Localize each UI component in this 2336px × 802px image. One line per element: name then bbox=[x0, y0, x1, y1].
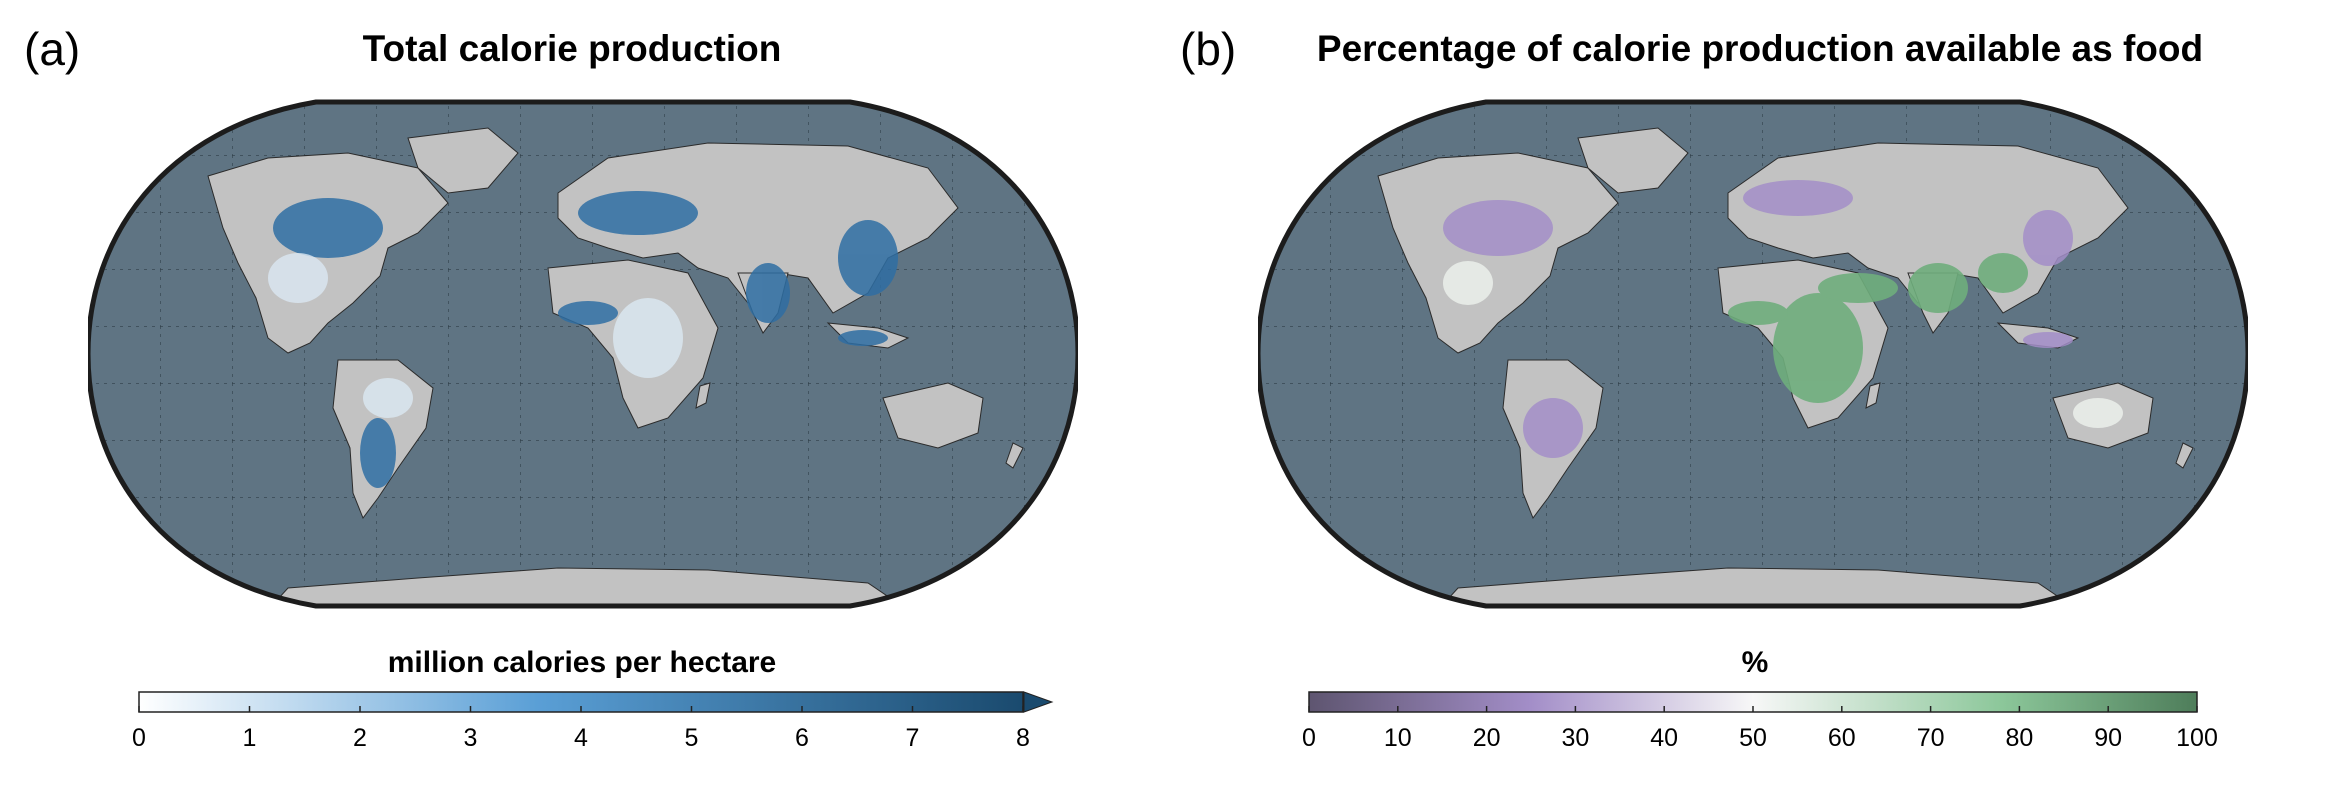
panel-a-letter: (a) bbox=[24, 23, 81, 75]
antarctica bbox=[1436, 567, 2080, 606]
panel-b-letter: (b) bbox=[1180, 23, 1237, 75]
colorbar-a-extend-arrow bbox=[1023, 691, 1054, 713]
colorbar-a-tick-label: 7 bbox=[905, 724, 920, 752]
colorbar-a-tick-label: 2 bbox=[353, 724, 367, 752]
colorbar-a-tick-label: 4 bbox=[574, 724, 588, 752]
low-food-share-regions bbox=[1443, 180, 2073, 458]
greenland bbox=[1577, 127, 1689, 194]
colorbar-b-tick-label: 30 bbox=[1561, 724, 1590, 752]
colorbar-b-tick-label: 10 bbox=[1383, 724, 1412, 752]
colorbar-b-tick-label: 40 bbox=[1650, 724, 1679, 752]
map-frame bbox=[88, 99, 1078, 609]
colorbar-a-tick-label: 3 bbox=[463, 724, 478, 752]
colorbar-a-tick-label: 6 bbox=[795, 724, 809, 752]
panel-a-title: Total calorie production bbox=[362, 28, 782, 69]
colorbar-b-label: % bbox=[1741, 646, 1769, 679]
colorbar-b-tick-label: 80 bbox=[2005, 724, 2034, 752]
colorbar-b-tick-label: 60 bbox=[1827, 724, 1856, 752]
new-zealand bbox=[2175, 442, 2194, 469]
food-percentage-map bbox=[1258, 99, 2248, 609]
colorbar-b-tick-label: 90 bbox=[2094, 724, 2123, 752]
colorbar-a-tick-label: 5 bbox=[684, 724, 699, 752]
madagascar bbox=[695, 382, 711, 409]
australia bbox=[882, 382, 984, 449]
colorbar-a bbox=[138, 691, 1054, 713]
colorbar-a-tick-label: 8 bbox=[1016, 724, 1030, 752]
colorbar-b-tick-label: 50 bbox=[1739, 724, 1767, 752]
greenland bbox=[407, 127, 519, 194]
colorbar-b-tick-label: 0 bbox=[1302, 724, 1316, 752]
colorbar-b bbox=[1308, 691, 2198, 713]
colorbar-b-tick-label: 20 bbox=[1472, 724, 1501, 752]
colorbar-a-label: million calories per hectare bbox=[387, 646, 777, 679]
colorbar-a-tick-label: 1 bbox=[242, 724, 257, 752]
map-frame bbox=[1258, 99, 2248, 609]
high-food-share-regions bbox=[1728, 253, 2028, 403]
colorbar-a-tick-label: 0 bbox=[132, 724, 146, 752]
calorie-hotspots bbox=[273, 191, 898, 488]
colorbar-b-tick-label: 70 bbox=[1916, 724, 1945, 752]
panel-b-title: Percentage of calorie production availab… bbox=[1316, 28, 2204, 69]
new-zealand bbox=[1005, 442, 1024, 469]
colorbar-b-tick-label: 100 bbox=[2176, 724, 2218, 752]
antarctica bbox=[266, 567, 910, 606]
calorie-production-map bbox=[88, 99, 1078, 609]
madagascar bbox=[1865, 382, 1881, 409]
